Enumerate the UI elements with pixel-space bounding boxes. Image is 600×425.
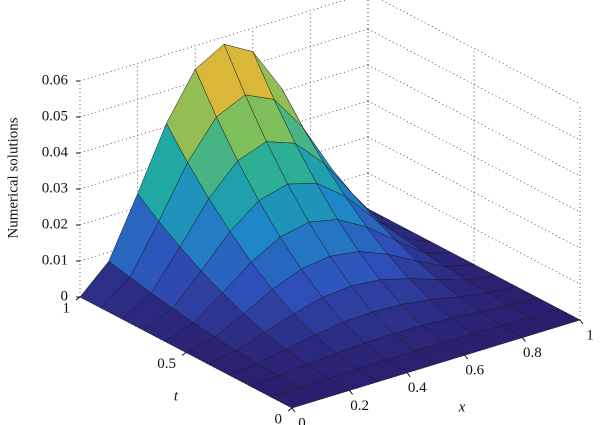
z-axis-label: Numerical solutions [5, 117, 21, 238]
x-axis-label: x [458, 399, 466, 415]
x-tick [579, 319, 584, 325]
z-tick-label: 0.02 [42, 216, 68, 232]
x-tick [291, 407, 296, 413]
x-tick [522, 337, 526, 342]
z-tick-label: 0.05 [42, 108, 68, 124]
x-tick [406, 372, 411, 378]
x-tick-label: 0.2 [350, 398, 369, 414]
surface-patch [270, 387, 322, 409]
x-tick-label: 0.6 [465, 363, 484, 379]
t-axis-label: t [174, 388, 179, 404]
z-tick-label: 0.03 [42, 180, 68, 196]
x-tick-label: 0.8 [523, 345, 542, 361]
x-tick [349, 390, 354, 395]
t-tick [75, 296, 81, 301]
z-tick-label: 0.01 [42, 252, 68, 268]
t-tick [181, 352, 187, 356]
t-tick [287, 407, 293, 412]
x-tick-label: 1 [586, 327, 594, 343]
z-tick-label: 0.06 [42, 72, 69, 88]
z-tick-label: 0 [61, 288, 69, 304]
t-tick-label: 0.5 [157, 356, 176, 372]
z-tick-label: 0.04 [42, 144, 69, 160]
x-tick-label: 0.4 [408, 380, 427, 396]
x-tick [464, 354, 469, 360]
t-tick-label: 0 [275, 411, 283, 425]
t-tick-label: 1 [63, 300, 71, 316]
x-tick-label: 0 [298, 415, 306, 425]
